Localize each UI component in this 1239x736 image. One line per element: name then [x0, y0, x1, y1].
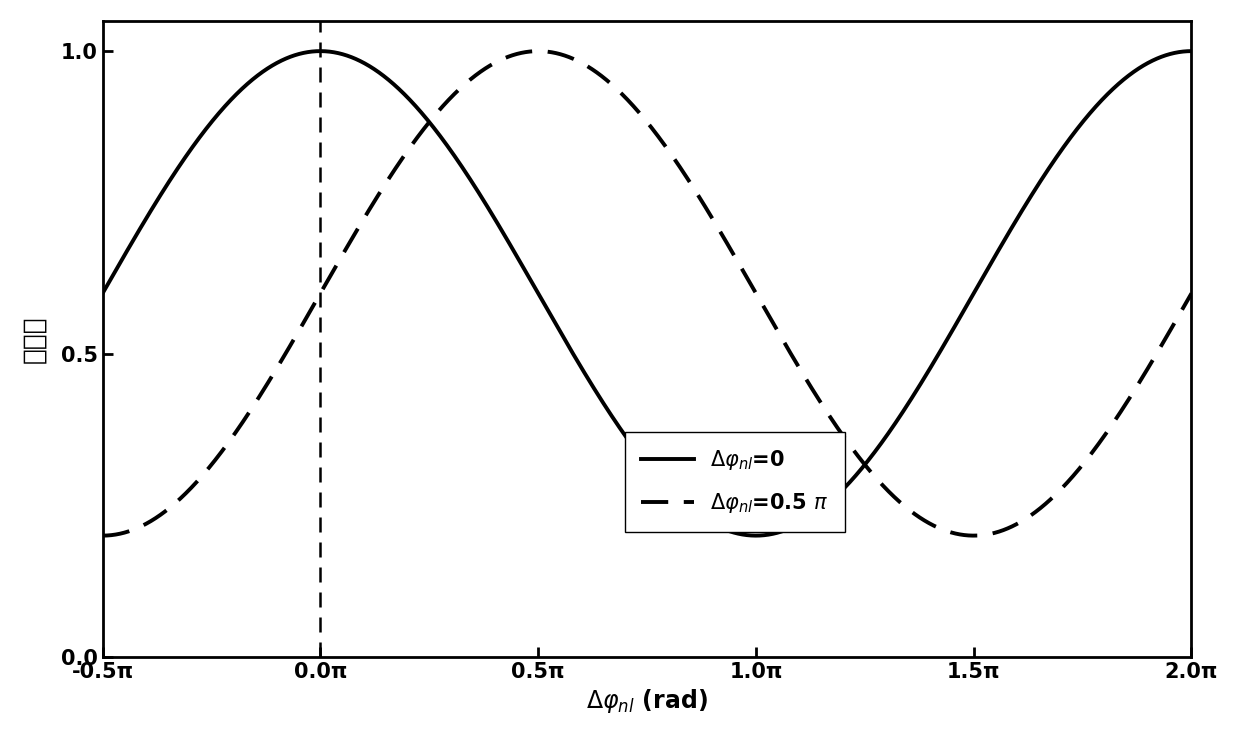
Δφ$_{nl}$=0.5 π	[513, 49, 528, 57]
Δφ$_{nl}$=0	[219, 100, 234, 109]
Δφ$_{nl}$=0.5 π	[219, 440, 234, 449]
Δφ$_{nl}$=0.5 π	[560, 52, 575, 61]
Δφ$_{nl}$=0	[1163, 49, 1178, 58]
Δφ$_{nl}$=0.5 π	[1046, 492, 1061, 501]
Δφ$_{nl}$=0.5 π	[95, 531, 110, 540]
X-axis label: $\Delta\varphi_{nl}$ (rad): $\Delta\varphi_{nl}$ (rad)	[586, 687, 707, 715]
Legend: $\Delta\varphi_{nl}$=0, $\Delta\varphi_{nl}$=0.5 $\pi$: $\Delta\varphi_{nl}$=0, $\Delta\varphi_{…	[624, 432, 845, 532]
Δφ$_{nl}$=0	[560, 339, 575, 348]
Δφ$_{nl}$=0	[1184, 46, 1199, 55]
Line: Δφ$_{nl}$=0.5 π: Δφ$_{nl}$=0.5 π	[103, 51, 1192, 536]
Δφ$_{nl}$=0	[284, 52, 299, 61]
Δφ$_{nl}$=0	[1046, 158, 1061, 166]
Δφ$_{nl}$=0.5 π	[530, 46, 545, 55]
Δφ$_{nl}$=0	[513, 258, 528, 266]
Δφ$_{nl}$=0.5 π	[1163, 325, 1178, 334]
Y-axis label: 透过率: 透过率	[21, 315, 47, 363]
Line: Δφ$_{nl}$=0: Δφ$_{nl}$=0	[103, 51, 1192, 536]
Δφ$_{nl}$=0	[748, 531, 763, 540]
Δφ$_{nl}$=0	[95, 289, 110, 298]
Δφ$_{nl}$=0.5 π	[284, 339, 299, 348]
Δφ$_{nl}$=0.5 π	[1184, 289, 1199, 298]
